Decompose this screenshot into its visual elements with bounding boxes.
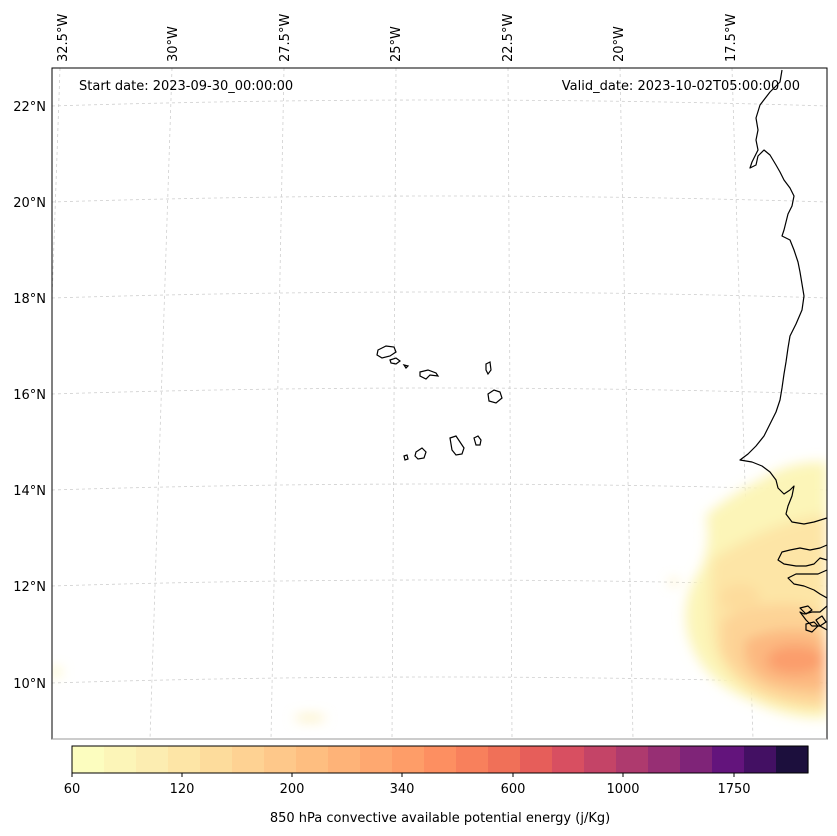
colorbar-segment <box>72 746 105 773</box>
meridian-25w <box>391 68 397 739</box>
cape-340-west <box>720 584 760 612</box>
parallel-22n <box>52 99 827 107</box>
cape-600 <box>767 646 823 674</box>
colorbar-segment <box>200 746 233 773</box>
colorbar <box>72 746 809 773</box>
colorbar-border <box>71 745 809 774</box>
african-coast <box>739 69 827 525</box>
colorbar-segment <box>488 746 521 773</box>
cape-60-west <box>52 668 62 676</box>
lat-label-22n: 22°N <box>13 100 46 115</box>
guinea-bissau-coast <box>787 569 827 599</box>
colorbar-segment <box>104 746 137 773</box>
colorbar-segment <box>712 746 745 773</box>
tick-label-120: 120 <box>170 782 195 797</box>
lat-label-14n: 14°N <box>13 484 46 499</box>
colorbar-segment <box>520 746 553 773</box>
bijagos-3 <box>815 615 827 627</box>
lon-label-22-5w: 22.5°W <box>501 14 516 62</box>
cape-verde-islands <box>376 345 503 461</box>
maio <box>473 435 482 446</box>
meridian-27-5w <box>270 68 285 739</box>
cape-60-island <box>669 579 679 585</box>
tick-label-1000: 1000 <box>606 782 639 797</box>
bijagos-1 <box>799 605 813 615</box>
tick-label-1750: 1750 <box>717 782 750 797</box>
colorbar-title: 850 hPa convective available potential e… <box>270 811 610 826</box>
tick-label-600: 600 <box>501 782 526 797</box>
fogo <box>414 447 427 460</box>
lon-label-20w: 20°W <box>612 26 627 62</box>
lon-label-27-5w: 27.5°W <box>278 14 293 62</box>
colorbar-segment <box>776 746 809 773</box>
sao-nicolau <box>419 369 440 380</box>
lon-label-32-5w: 32.5°W <box>56 14 71 62</box>
colorbar-ticks: 60 120 200 340 600 1000 1750 <box>64 773 751 797</box>
lon-label-25w: 25°W <box>389 26 404 62</box>
tick-label-340: 340 <box>390 782 415 797</box>
valid-date-label: Valid_date: 2023-10-02T05:00:00.00 <box>562 79 800 94</box>
tick-label-60: 60 <box>64 782 81 797</box>
lat-label-10n: 10°N <box>13 677 46 692</box>
colorbar-segment <box>232 746 265 773</box>
santo-antao <box>376 345 397 359</box>
colorbar-segment <box>744 746 777 773</box>
cape-60-south <box>294 715 326 721</box>
colorbar-segment <box>168 746 201 773</box>
colorbar-segment <box>584 746 617 773</box>
colorbar-segment <box>360 746 393 773</box>
sao-vicente <box>389 357 401 365</box>
colorbar-segment <box>680 746 713 773</box>
parallel-18n <box>52 291 827 299</box>
coastlines <box>739 69 827 633</box>
bijagos-2 <box>805 621 819 633</box>
meridian-22-5w <box>507 68 513 739</box>
latitude-labels: 22°N 20°N 18°N 16°N 14°N 12°N 10°N <box>13 100 46 692</box>
lon-label-17-5w: 17.5°W <box>724 14 739 62</box>
brava <box>403 454 409 461</box>
colorbar-segment <box>616 746 649 773</box>
longitude-labels: 32.5°W 30°W 27.5°W 25°W 22.5°W 20°W 17.5… <box>56 14 739 62</box>
parallel-14n <box>52 483 827 491</box>
meridian-30w <box>149 68 173 739</box>
meridian-20w <box>619 68 634 739</box>
colorbar-segment <box>648 746 681 773</box>
colorbar-segment <box>296 746 329 773</box>
colorbar-segment <box>328 746 361 773</box>
colorbar-segment <box>456 746 489 773</box>
colorbar-segment <box>424 746 457 773</box>
start-date-label: Start date: 2023-09-30_00:00:00 <box>79 79 293 94</box>
colorbar-segment <box>264 746 297 773</box>
colorbar-segment <box>392 746 425 773</box>
meridian-32-5w <box>52 68 61 301</box>
colorbar-segment <box>136 746 169 773</box>
lat-label-20n: 20°N <box>13 196 46 211</box>
santa-luzia <box>402 364 410 369</box>
cape-field <box>52 461 827 721</box>
senegambia-coast <box>777 544 827 567</box>
parallel-16n <box>52 387 827 395</box>
colorbar-segment <box>552 746 585 773</box>
parallel-20n <box>52 195 827 203</box>
lat-label-12n: 12°N <box>13 580 46 595</box>
tick-label-200: 200 <box>280 782 305 797</box>
sal <box>485 361 492 376</box>
parallel-10n <box>52 676 827 684</box>
lon-label-30w: 30°W <box>166 26 181 62</box>
santiago <box>449 435 465 456</box>
parallel-12n <box>52 579 827 587</box>
lat-label-16n: 16°N <box>13 388 46 403</box>
boa-vista <box>487 389 503 404</box>
lat-label-18n: 18°N <box>13 292 46 307</box>
